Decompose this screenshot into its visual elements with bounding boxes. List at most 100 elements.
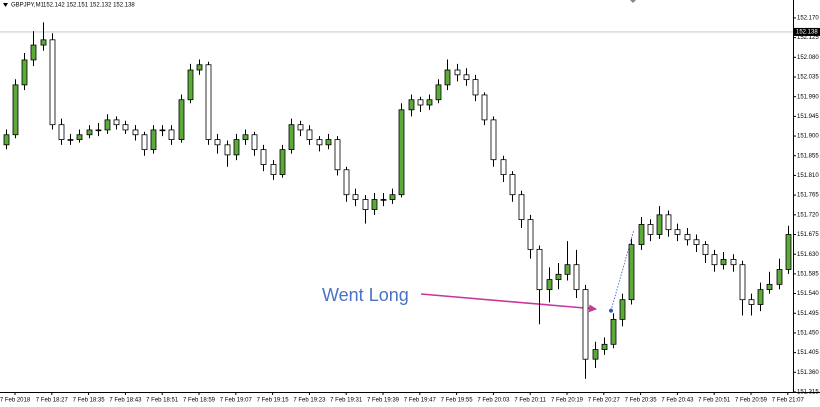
candle-body bbox=[518, 194, 525, 221]
annotation-arrow bbox=[420, 293, 597, 313]
candle-body bbox=[279, 149, 286, 175]
candle-body bbox=[674, 229, 681, 235]
candle-body bbox=[30, 44, 37, 61]
candle-body bbox=[21, 59, 28, 86]
candle-body bbox=[601, 343, 608, 350]
candle-body bbox=[150, 129, 157, 151]
candle-body bbox=[463, 74, 470, 81]
candle-body bbox=[95, 129, 102, 132]
x-tick-label: 7 Feb 2018 bbox=[0, 398, 31, 404]
candle-body bbox=[592, 349, 599, 360]
candle-body bbox=[555, 273, 562, 280]
y-tick-label: 151.675 bbox=[797, 232, 819, 238]
candle-body bbox=[490, 119, 497, 161]
candle-body bbox=[187, 69, 194, 101]
candle-body bbox=[325, 139, 332, 146]
candle-body bbox=[371, 199, 378, 210]
x-tick-label: 7 Feb 20:59 bbox=[735, 398, 768, 404]
candle-body bbox=[178, 99, 185, 140]
current-price-box bbox=[794, 27, 820, 36]
candle-body bbox=[334, 139, 341, 171]
y-tick-label: 151.630 bbox=[797, 252, 819, 258]
candle-body bbox=[380, 199, 387, 201]
candle-body bbox=[233, 139, 240, 156]
candle-body bbox=[352, 194, 359, 200]
candle-body bbox=[398, 109, 405, 196]
candle-body bbox=[408, 99, 415, 111]
candle-body bbox=[582, 289, 589, 360]
candle-body bbox=[610, 318, 617, 345]
candle-body bbox=[454, 69, 461, 76]
candle-body bbox=[389, 194, 396, 200]
candle-body bbox=[58, 124, 65, 140]
candle-body bbox=[500, 159, 507, 175]
candle-body bbox=[76, 134, 83, 140]
candle-body bbox=[288, 124, 295, 151]
candle-body bbox=[168, 129, 175, 140]
x-tick-label: 7 Feb 19:07 bbox=[220, 398, 253, 404]
x-tick-label: 7 Feb 19:47 bbox=[404, 398, 437, 404]
candle-body bbox=[316, 139, 323, 146]
candle-body bbox=[573, 264, 580, 291]
candle-body bbox=[426, 99, 433, 106]
candle-body bbox=[748, 299, 755, 305]
candle-body bbox=[730, 259, 737, 266]
candle-body bbox=[260, 149, 267, 165]
candle-body bbox=[196, 64, 203, 71]
y-tick-label: 152.125 bbox=[797, 35, 819, 41]
candle-body bbox=[113, 119, 120, 126]
candle-body bbox=[306, 129, 313, 140]
y-tick-label: 151.765 bbox=[797, 193, 819, 199]
y-tick-label: 151.810 bbox=[797, 173, 819, 179]
y-tick-label: 151.585 bbox=[797, 271, 819, 277]
annotation-text: Went Long bbox=[322, 285, 409, 305]
candle-body bbox=[776, 269, 783, 285]
x-tick-label: 7 Feb 20:51 bbox=[698, 398, 731, 404]
symbol-title: GBPJPY,M1 bbox=[11, 3, 45, 9]
y-tick-label: 151.450 bbox=[797, 331, 819, 337]
x-tick-label: 7 Feb 19:23 bbox=[293, 398, 326, 404]
candle-body bbox=[12, 84, 19, 136]
y-tick-label: 152.035 bbox=[797, 75, 819, 81]
x-tick-label: 7 Feb 20:35 bbox=[625, 398, 658, 404]
candle-body bbox=[343, 169, 350, 196]
y-tick-label: 151.360 bbox=[797, 370, 819, 376]
y-tick-label: 151.540 bbox=[797, 291, 819, 297]
y-tick-label: 151.945 bbox=[797, 114, 819, 120]
candle-body bbox=[49, 39, 56, 126]
candle-body bbox=[647, 224, 654, 235]
candle-body bbox=[251, 134, 258, 151]
candle-body bbox=[527, 219, 534, 250]
x-tick-label: 7 Feb 20:19 bbox=[551, 398, 584, 404]
candle-body bbox=[702, 244, 709, 256]
x-tick-label: 7 Feb 18:51 bbox=[146, 398, 179, 404]
x-tick-label: 7 Feb 18:35 bbox=[73, 398, 106, 404]
x-tick-label: 7 Feb 19:39 bbox=[367, 398, 400, 404]
chart-shift-marker bbox=[630, 0, 636, 3]
x-tick-label: 7 Feb 18:59 bbox=[183, 398, 216, 404]
candle-body bbox=[472, 79, 479, 96]
candle-body bbox=[132, 129, 139, 136]
y-tick-label: 151.315 bbox=[797, 390, 819, 396]
x-tick-label: 7 Feb 20:27 bbox=[588, 398, 621, 404]
candle-body bbox=[638, 224, 645, 245]
y-tick-label: 151.720 bbox=[797, 212, 819, 218]
candle-body bbox=[785, 234, 792, 270]
candle-body bbox=[739, 264, 746, 301]
x-tick-label: 7 Feb 20:43 bbox=[661, 398, 694, 404]
candle-body bbox=[224, 144, 231, 156]
candle-body bbox=[141, 134, 148, 151]
candle-body bbox=[711, 254, 718, 266]
candle-body bbox=[481, 94, 488, 121]
candle-body bbox=[509, 174, 516, 196]
candle-body bbox=[297, 124, 304, 131]
x-tick-label: 7 Feb 19:31 bbox=[330, 398, 363, 404]
candle-body bbox=[270, 164, 277, 175]
y-tick-label: 151.855 bbox=[797, 153, 819, 159]
symbol-menu-icon[interactable] bbox=[3, 3, 8, 7]
candle-body bbox=[536, 248, 543, 291]
candle-body bbox=[766, 283, 773, 291]
trade-line bbox=[610, 229, 635, 311]
